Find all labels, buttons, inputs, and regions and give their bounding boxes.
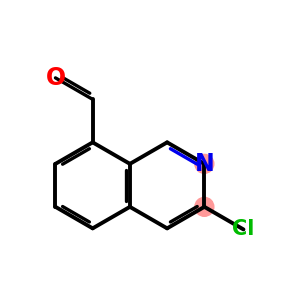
Text: N: N — [194, 152, 214, 176]
Circle shape — [195, 154, 214, 173]
Text: Cl: Cl — [232, 219, 255, 239]
Circle shape — [195, 197, 214, 216]
Text: O: O — [45, 66, 65, 90]
